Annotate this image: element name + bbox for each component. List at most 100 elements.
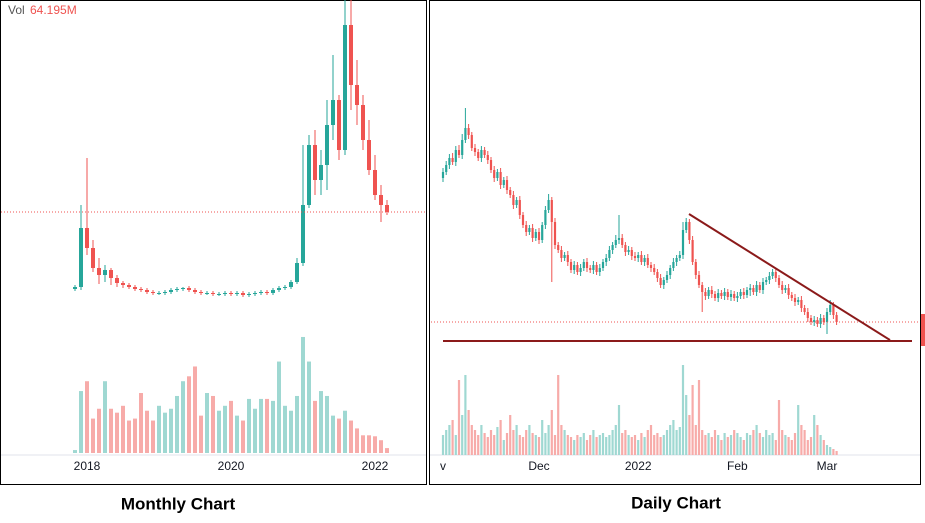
candle-body	[181, 288, 185, 289]
candle-body	[733, 294, 736, 298]
candle-body	[704, 292, 707, 296]
volume-bar	[496, 427, 499, 455]
volume-bar	[643, 437, 646, 455]
volume-bar	[672, 420, 675, 455]
candle-body	[819, 318, 822, 324]
candle-body	[477, 152, 480, 158]
volume-bar	[325, 395, 329, 453]
candle-body	[707, 290, 710, 296]
candle-body	[739, 292, 742, 296]
candle-body	[829, 305, 832, 312]
volume-bar	[271, 400, 275, 453]
x-tick-label: Mar	[817, 459, 838, 473]
volume-bar	[473, 430, 477, 455]
volume-bar	[835, 451, 838, 455]
volume-bar	[745, 433, 749, 455]
candle-body	[325, 125, 329, 165]
candle-body	[169, 290, 173, 292]
volume-bar	[505, 433, 509, 455]
volume-bar	[301, 336, 305, 453]
candle-body	[608, 250, 611, 258]
volume-bar	[457, 380, 461, 455]
volume-bar	[385, 448, 389, 453]
volume-bar	[601, 433, 605, 455]
candle-body	[499, 172, 502, 185]
volume-bar	[665, 430, 669, 455]
candle-body	[787, 288, 790, 295]
candle-body	[441, 172, 445, 178]
candle-body	[349, 25, 353, 85]
volume-bar	[319, 391, 323, 453]
volume-bar	[486, 437, 489, 455]
volume-bar	[193, 366, 197, 453]
volume-bar	[803, 430, 806, 455]
candle-body	[720, 293, 723, 296]
volume-bar	[832, 449, 835, 455]
daily-panel	[429, 0, 921, 485]
volume-bar	[169, 408, 173, 453]
candle-body	[752, 288, 755, 292]
volume-bar	[585, 440, 589, 455]
candle-body	[630, 250, 633, 256]
candle-body	[755, 285, 758, 292]
volume-bar	[617, 405, 621, 455]
candle-body	[681, 230, 685, 255]
volume-bar	[553, 435, 557, 455]
candle-body	[809, 318, 813, 322]
chart-title: Daily Chart	[631, 493, 721, 512]
candle-body	[579, 268, 582, 272]
volume-bar	[448, 425, 451, 455]
volume-bar	[685, 395, 688, 455]
candle-body	[467, 128, 470, 135]
volume-bar	[331, 415, 335, 453]
volume-bar	[127, 420, 131, 453]
volume-bar	[531, 433, 534, 455]
candle-body	[331, 100, 335, 125]
candle-body	[736, 296, 739, 298]
candle-body	[385, 205, 389, 212]
candle-body	[259, 292, 263, 293]
candle-body	[598, 268, 601, 272]
candle-body	[537, 232, 541, 240]
volume-bar	[247, 398, 251, 453]
volume-bar	[464, 375, 467, 455]
candle-body	[544, 210, 547, 225]
volume-bar	[187, 376, 191, 453]
candle-body	[745, 290, 749, 295]
candle-body	[592, 265, 595, 270]
candle-body	[777, 278, 781, 285]
volume-bar	[223, 405, 227, 453]
candle-body	[483, 150, 486, 155]
volume-bar	[502, 440, 505, 455]
candle-body	[547, 200, 550, 210]
candle-body	[797, 300, 800, 302]
candle-body	[688, 222, 691, 240]
volume-bar	[199, 415, 203, 453]
volume-bar	[470, 425, 473, 455]
volume-bar	[825, 445, 829, 455]
candle-body	[109, 270, 113, 278]
volume-bar	[749, 435, 752, 455]
volume-bar	[761, 437, 765, 455]
candle-body	[765, 280, 768, 282]
volume-bar	[355, 428, 359, 453]
candle-body	[518, 200, 521, 215]
x-tick-label: Dec	[528, 459, 549, 473]
volume-bar	[541, 420, 544, 455]
candle-body	[624, 245, 627, 252]
volume-bar	[624, 430, 627, 455]
volume-bar	[493, 435, 496, 455]
volume-bar	[726, 437, 729, 455]
candle-body	[617, 238, 621, 240]
candle-body	[832, 305, 835, 315]
candle-body	[229, 293, 233, 294]
volume-bar	[784, 435, 787, 455]
volume-bar	[157, 405, 161, 453]
volume-bar	[611, 430, 614, 455]
candle-body	[361, 105, 365, 140]
candle-body	[337, 100, 341, 150]
candle-body	[525, 225, 528, 232]
candle-body	[157, 293, 161, 294]
volume-bar	[569, 437, 573, 455]
